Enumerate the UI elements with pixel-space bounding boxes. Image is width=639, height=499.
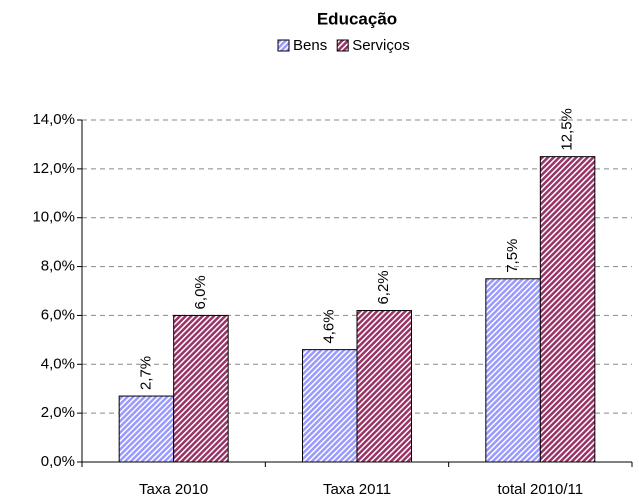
bar	[539, 156, 596, 463]
y-tick-label: 10,0%	[32, 209, 75, 226]
legend-swatch	[336, 39, 349, 52]
data-label: 7,5%	[504, 239, 521, 273]
data-label: 6,2%	[375, 270, 392, 304]
bar	[118, 395, 175, 463]
y-tick-label: 8,0%	[41, 258, 75, 275]
x-tick-label: Taxa 2010	[139, 481, 208, 498]
y-tick-label: 0,0%	[41, 453, 75, 470]
x-tick-label: total 2010/11	[498, 481, 584, 498]
bar	[485, 278, 541, 463]
y-tick-label: 14,0%	[32, 111, 75, 128]
data-label: 12,5%	[559, 108, 576, 151]
legend-swatch	[277, 39, 290, 52]
bar	[356, 310, 412, 463]
data-label: 4,6%	[321, 309, 338, 343]
data-label: 2,7%	[137, 356, 154, 390]
y-tick-label: 6,0%	[41, 306, 75, 323]
legend-label: Serviços	[352, 37, 410, 54]
y-tick-label: 2,0%	[41, 404, 75, 421]
chart-title: Educação	[317, 9, 397, 28]
x-tick-label: Taxa 2011	[323, 481, 391, 498]
y-tick-label: 12,0%	[32, 160, 75, 177]
y-tick-label: 4,0%	[41, 355, 75, 372]
legend-label: Bens	[293, 37, 327, 54]
bar	[173, 314, 229, 463]
bar	[302, 349, 358, 463]
data-label: 6,0%	[192, 275, 209, 309]
